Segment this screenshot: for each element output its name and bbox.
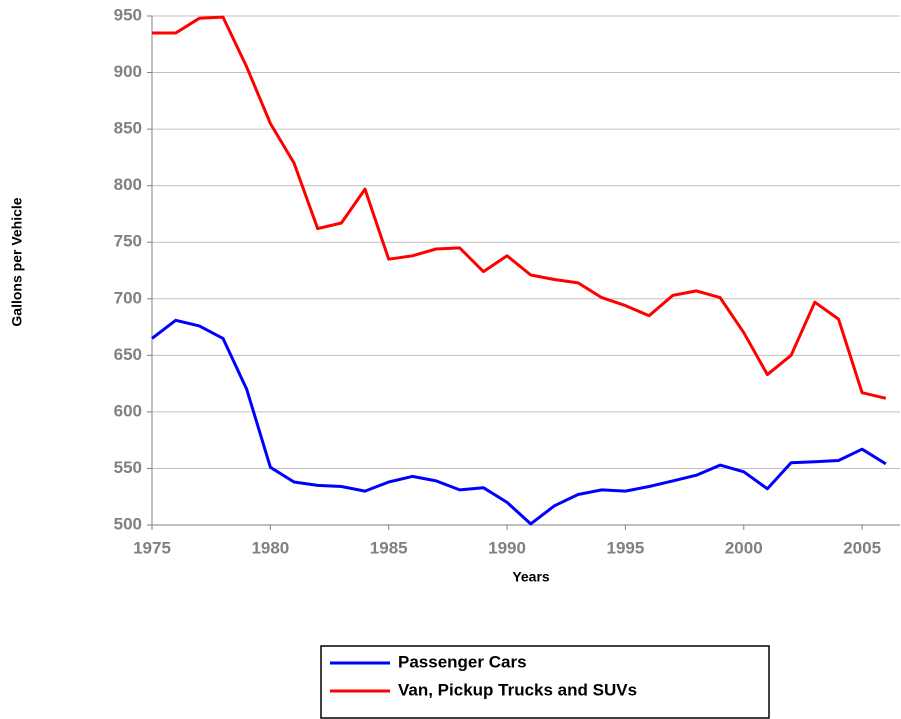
series-line <box>152 15 887 400</box>
y-axis-title: Gallons per Vehicle <box>9 197 25 326</box>
y-tick-label: 550 <box>114 458 142 477</box>
y-tick-label: 750 <box>114 232 142 251</box>
x-tick-label: 1985 <box>370 538 408 557</box>
y-tick-label: 800 <box>114 175 142 194</box>
y-tick-label: 500 <box>114 514 142 533</box>
legend-label: Passenger Cars <box>398 652 527 671</box>
series-line <box>151 318 887 526</box>
legend-label: Van, Pickup Trucks and SUVs <box>398 680 637 699</box>
x-tick-label: 1980 <box>251 538 289 557</box>
x-tick-label: 1990 <box>488 538 526 557</box>
x-tick-label: 1995 <box>607 538 645 557</box>
y-tick-label: 600 <box>114 401 142 420</box>
y-tick-label: 950 <box>114 5 142 24</box>
y-tick-label: 650 <box>114 345 142 364</box>
legend-box <box>320 645 770 719</box>
x-tick-label: 2005 <box>843 538 881 557</box>
y-tick-label: 900 <box>114 62 142 81</box>
y-tick-label: 700 <box>114 288 142 307</box>
x-tick-label: 2000 <box>725 538 763 557</box>
x-tick-label: 1975 <box>133 538 171 557</box>
x-axis-title: Years <box>512 569 550 585</box>
y-tick-label: 850 <box>114 119 142 138</box>
